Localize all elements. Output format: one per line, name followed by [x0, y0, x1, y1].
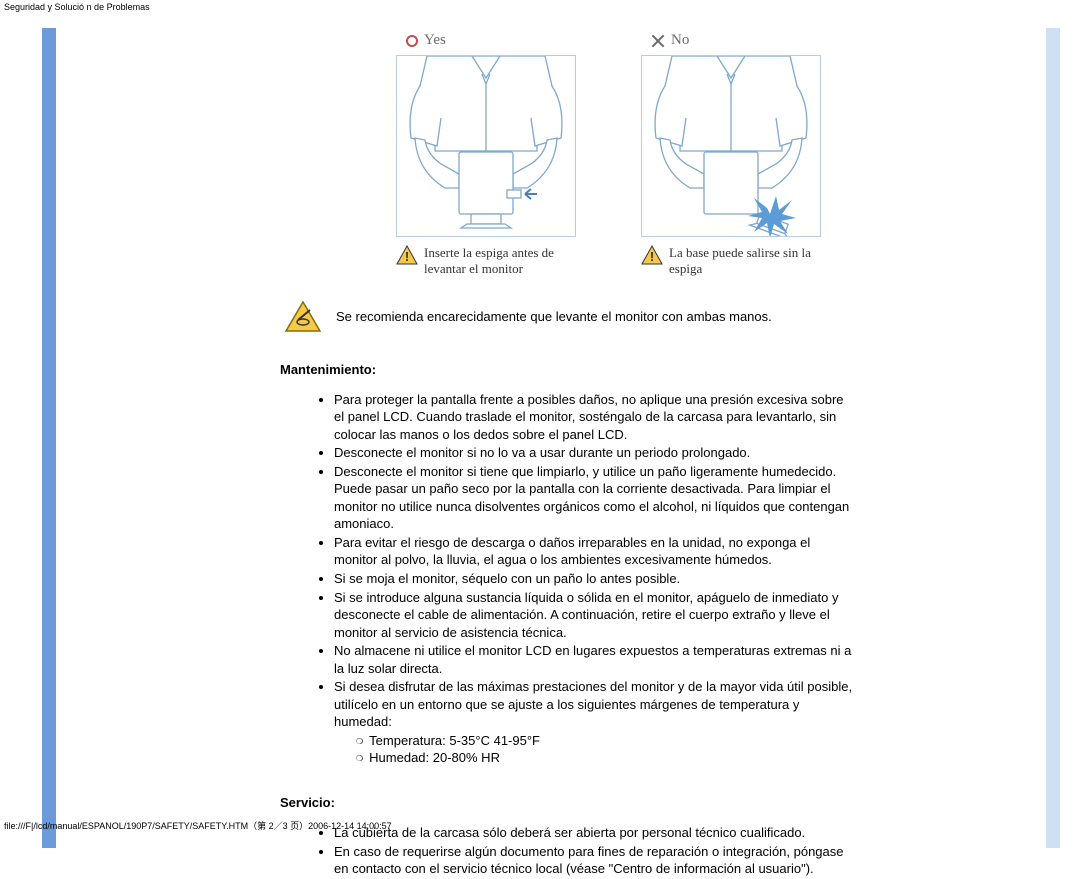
svg-text:!: ! — [405, 249, 409, 264]
illus-yes-box — [396, 55, 576, 237]
yes-caption-row: ! Inserte la espiga antes de levantar el… — [396, 245, 596, 278]
list-item: Si se moja el monitor, séquelo con un pa… — [334, 570, 856, 588]
sub-list: Temperatura: 5-35°C 41-95°F Humedad: 20-… — [356, 732, 856, 767]
illus-yes-column: Yes — [396, 32, 601, 278]
sub-list-item: Temperatura: 5-35°C 41-95°F — [356, 732, 856, 750]
no-caption-row: ! La base puede salirse sin la espiga — [641, 245, 841, 278]
tip-row: Se recomienda encarecidamente que levant… — [284, 300, 1046, 334]
list-item: La cubierta de la carcasa sólo deberá se… — [334, 824, 856, 842]
footer-path: file:///F|/lcd/manual/ESPANOL/190P7/SAFE… — [4, 819, 392, 832]
servicio-list: La cubierta de la carcasa sólo deberá se… — [334, 824, 856, 878]
mantenimiento-list: Para proteger la pantalla frente a posib… — [334, 391, 856, 767]
circle-icon — [406, 35, 418, 47]
person-monitor-yes-illustration — [397, 56, 575, 236]
yes-label: Yes — [424, 32, 446, 49]
right-stripe — [1046, 28, 1060, 848]
illustration-row: Yes — [56, 28, 1046, 278]
sub-list-item: Humedad: 20-80% HR — [356, 749, 856, 767]
person-monitor-no-illustration — [642, 56, 820, 236]
list-item: Si desea disfrutar de las máximas presta… — [334, 678, 856, 767]
header-path: Seguridad y Solució n de Problemas — [0, 0, 1080, 14]
list-item: En caso de requerirse algún documento pa… — [334, 843, 856, 878]
left-stripe — [42, 28, 56, 848]
list-item: Si se introduce alguna sustancia líquida… — [334, 589, 856, 642]
yes-label-row: Yes — [406, 32, 601, 49]
list-item: Para evitar el riesgo de descarga o daño… — [334, 534, 856, 569]
content-area: Yes — [56, 28, 1046, 879]
x-icon — [651, 34, 665, 48]
servicio-title: Servicio: — [280, 795, 1046, 810]
no-label: No — [671, 32, 689, 49]
no-caption: La base puede salirse sin la espiga — [669, 245, 841, 278]
list-item: No almacene ni utilice el monitor LCD en… — [334, 642, 856, 677]
svg-text:!: ! — [650, 249, 654, 264]
warning-triangle-icon: ! — [396, 245, 418, 265]
list-item-text: Si desea disfrutar de las máximas presta… — [334, 679, 852, 729]
list-item: Desconecte el monitor si no lo va a usar… — [334, 444, 856, 462]
illus-no-box — [641, 55, 821, 237]
yes-caption: Inserte la espiga antes de levantar el m… — [424, 245, 596, 278]
tip-text: Se recomienda encarecidamente que levant… — [336, 309, 772, 324]
list-item: Desconecte el monitor si tiene que limpi… — [334, 463, 856, 533]
warning-triangle-icon: ! — [641, 245, 663, 265]
illus-no-column: No — [641, 32, 846, 278]
warning-triangle-large-icon — [284, 300, 322, 334]
list-item: Para proteger la pantalla frente a posib… — [334, 391, 856, 444]
no-label-row: No — [651, 32, 846, 49]
mantenimiento-title: Mantenimiento: — [280, 362, 1046, 377]
